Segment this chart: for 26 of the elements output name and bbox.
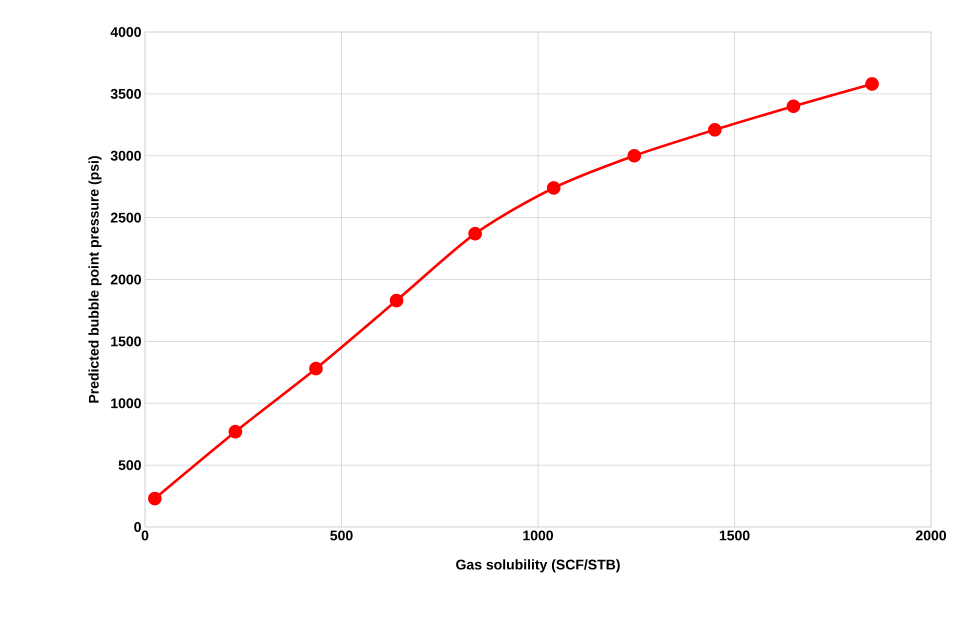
point — [309, 362, 323, 376]
point — [468, 226, 482, 241]
x-tick-label: 0 — [142, 530, 148, 540]
y-tick-label: 0 — [134, 522, 141, 532]
point — [708, 122, 722, 137]
y-tick-label: 2500 — [110, 212, 141, 223]
y-axis-title: Predicted bubble point pressure (psi) — [88, 156, 102, 403]
x-axis-title: Gas solubility (SCF/STB) — [456, 559, 620, 572]
x-tick-label: 500 — [330, 530, 353, 540]
point — [390, 294, 404, 308]
point — [786, 99, 800, 114]
y-tick-label: 1500 — [111, 336, 141, 346]
point — [228, 424, 242, 439]
point — [627, 148, 642, 163]
x-tick-label: 1000 — [523, 530, 554, 540]
point — [865, 77, 879, 91]
y-tick-label: 1000 — [111, 398, 141, 408]
point — [148, 492, 162, 506]
y-tick-label: 2000 — [110, 274, 141, 284]
x-tick-label: 2000 — [916, 530, 946, 540]
point — [546, 181, 561, 195]
y-tick-label: 3500 — [110, 88, 141, 99]
y-tick-label: 500 — [118, 460, 141, 470]
y-tick-label: 4000 — [110, 27, 141, 37]
x-tick-label: 1500 — [720, 530, 750, 540]
y-tick-label: 3000 — [110, 150, 141, 161]
